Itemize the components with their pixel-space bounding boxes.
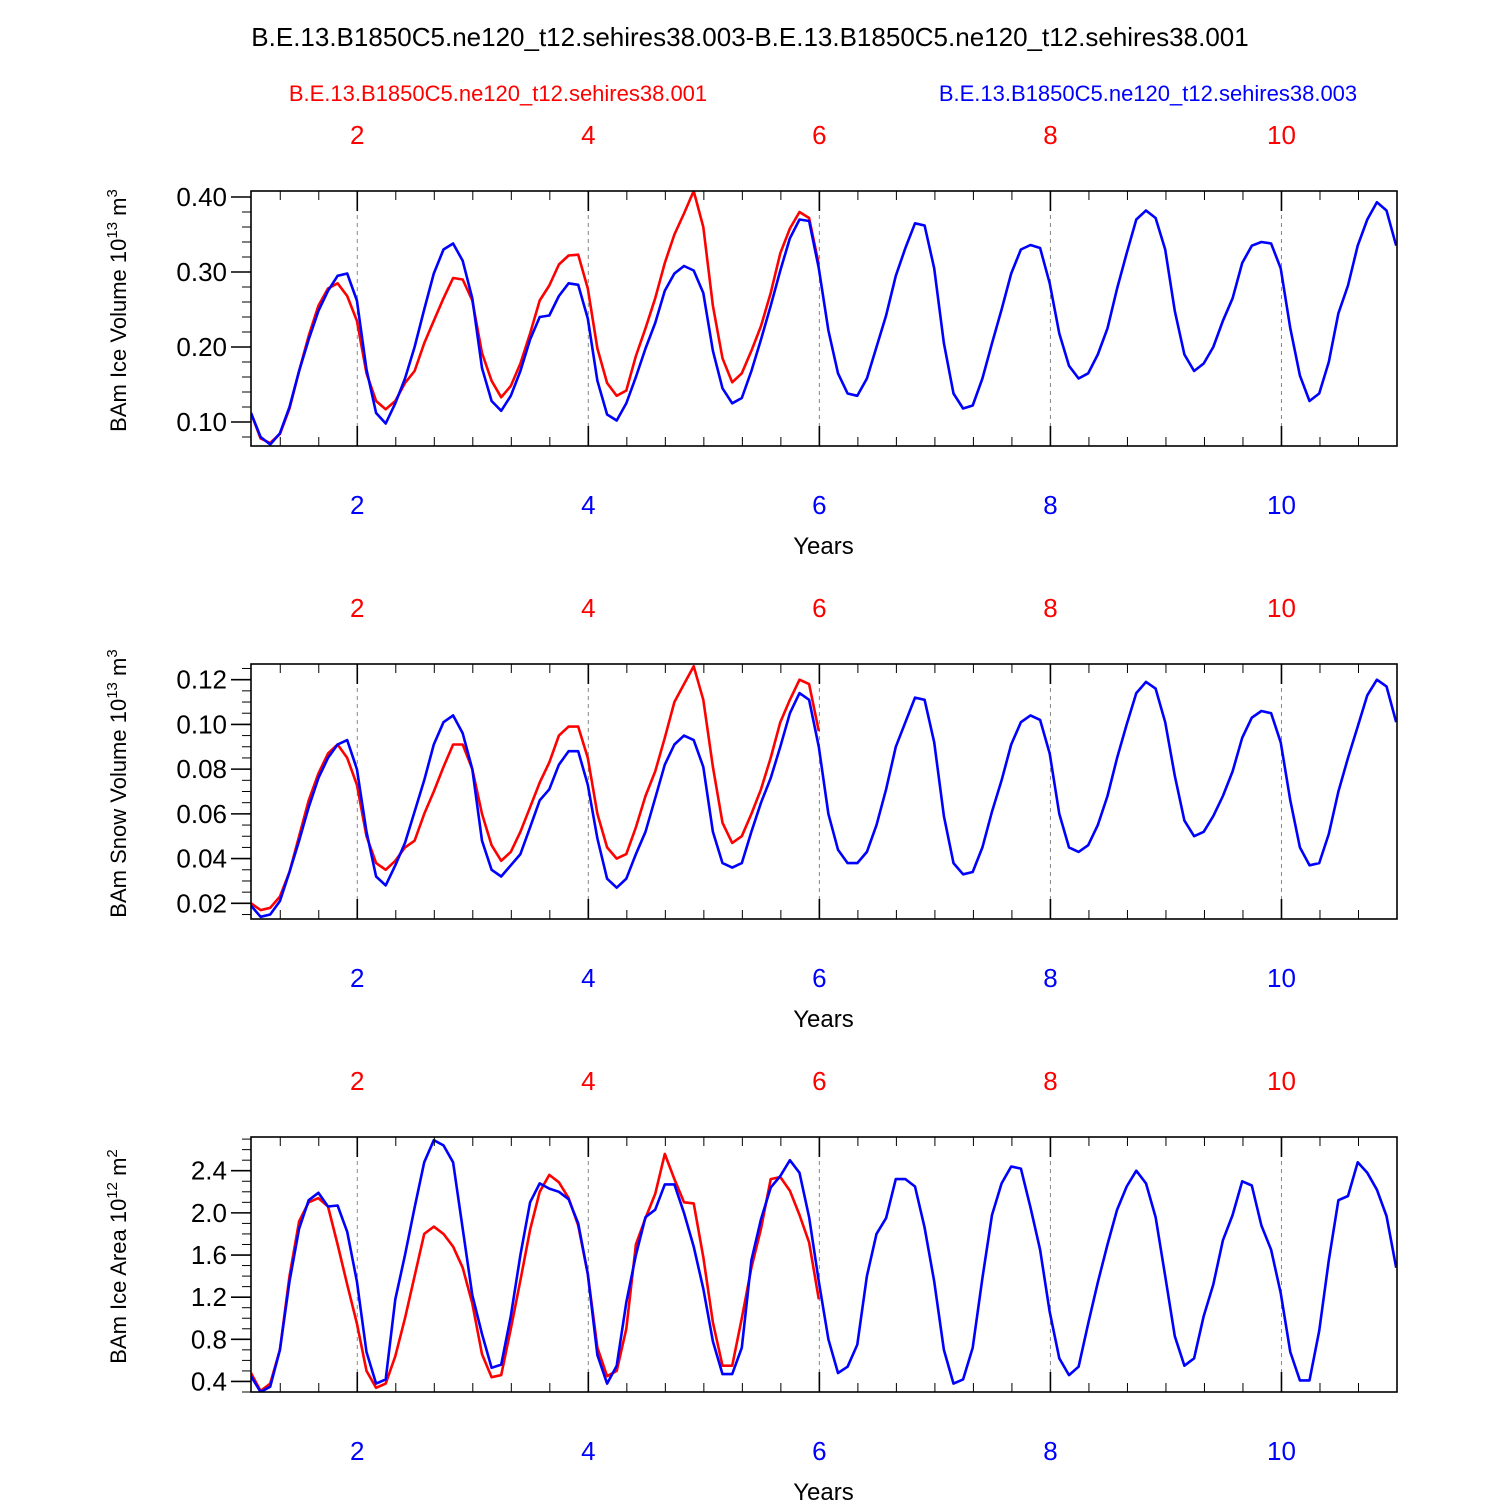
y-axis-label-main: BAm Ice Area 10 xyxy=(106,1199,131,1364)
x-axis-label: Years xyxy=(793,533,854,560)
x-tick-label-bottom: 6 xyxy=(812,490,826,520)
y-tick-label: 2.0 xyxy=(191,1198,227,1228)
x-tick-label-top: 10 xyxy=(1267,1066,1296,1096)
x-tick-label-bottom: 2 xyxy=(350,963,364,993)
y-axis-label-unit: m xyxy=(106,1158,131,1182)
series-line-run-003 xyxy=(251,200,1397,446)
y-tick-label: 0.08 xyxy=(176,754,227,784)
y-tick-label: 0.4 xyxy=(191,1366,227,1396)
series-line-run-003 xyxy=(251,678,1397,919)
x-tick-label-bottom: 10 xyxy=(1267,490,1296,520)
x-tick-label-bottom: 8 xyxy=(1043,490,1057,520)
y-axis-label-unit: m xyxy=(106,197,131,221)
plot-frame xyxy=(250,190,1398,447)
legend-run-001: B.E.13.B1850C5.ne120_t12.sehires38.001 xyxy=(289,81,707,106)
x-tick-label-top: 8 xyxy=(1043,593,1057,623)
x-tick-label-top: 4 xyxy=(581,1066,595,1096)
x-tick-label-top: 6 xyxy=(812,120,826,150)
plot-frame xyxy=(250,1136,1398,1393)
x-tick-label-top: 2 xyxy=(350,1066,364,1096)
x-tick-label-bottom: 2 xyxy=(350,490,364,520)
series-line-run-001 xyxy=(251,191,821,445)
y-tick-label: 0.40 xyxy=(176,182,227,212)
x-axis-label: Years xyxy=(793,1006,854,1033)
y-tick-label: 0.20 xyxy=(176,332,227,362)
series-line-run-001 xyxy=(251,664,821,912)
y-axis-label: BAm Ice Volume 1013 m3 xyxy=(104,189,131,432)
x-tick-label-bottom: 10 xyxy=(1267,1436,1296,1466)
y-tick-label: 1.6 xyxy=(191,1240,227,1270)
y-tick-label: 0.30 xyxy=(176,257,227,287)
panel-2: 0.02 0.04 0.06 0.08 0.10 0.12 2 2 4 4 6 6 8 8 10 10 Year… xyxy=(104,593,1398,1033)
y-axis-label-exp: 13 xyxy=(104,682,121,699)
x-tick-label-bottom: 4 xyxy=(581,1436,595,1466)
x-tick-label-bottom: 4 xyxy=(581,963,595,993)
series-line-run-003 xyxy=(251,1138,1397,1392)
x-tick-label-top: 8 xyxy=(1043,120,1057,150)
x-axis-label: Years xyxy=(793,1479,854,1500)
y-tick-label: 0.06 xyxy=(176,799,227,829)
x-tick-label-bottom: 2 xyxy=(350,1436,364,1466)
panels: 0.10 0.20 0.30 0.40 2 2 4 4 6 6 8 8 10 10 Years BAm Ice… xyxy=(104,120,1398,1500)
y-axis-label: BAm Ice Area 1012 m2 xyxy=(104,1149,131,1364)
series-line-run-001 xyxy=(251,1152,821,1392)
y-axis-label-exp: 13 xyxy=(104,222,121,239)
y-axis-label-exp: 12 xyxy=(104,1182,121,1199)
y-axis-label-unit: m xyxy=(106,658,131,682)
y-tick-label: 0.8 xyxy=(191,1324,227,1354)
x-tick-label-top: 2 xyxy=(350,120,364,150)
x-tick-label-top: 10 xyxy=(1267,593,1296,623)
legend-run-003: B.E.13.B1850C5.ne120_t12.sehires38.003 xyxy=(939,81,1357,106)
y-axis-label-unit-exp: 3 xyxy=(104,189,121,197)
y-tick-label: 0.10 xyxy=(176,709,227,739)
x-tick-label-top: 10 xyxy=(1267,120,1296,150)
x-tick-label-bottom: 8 xyxy=(1043,963,1057,993)
x-tick-label-top: 4 xyxy=(581,593,595,623)
y-tick-label: 2.4 xyxy=(191,1156,227,1186)
x-tick-label-top: 8 xyxy=(1043,1066,1057,1096)
x-tick-label-top: 6 xyxy=(812,1066,826,1096)
y-axis-label: BAm Snow Volume 1013 m3 xyxy=(104,649,131,917)
x-tick-label-top: 2 xyxy=(350,593,364,623)
panel-1: 0.10 0.20 0.30 0.40 2 2 4 4 6 6 8 8 10 10 Years BAm Ice… xyxy=(104,120,1398,560)
y-axis-label-unit-exp: 2 xyxy=(104,1149,121,1157)
x-tick-label-bottom: 10 xyxy=(1267,963,1296,993)
y-tick-label: 0.10 xyxy=(176,407,227,437)
x-tick-label-top: 4 xyxy=(581,120,595,150)
y-tick-label: 1.2 xyxy=(191,1282,227,1312)
x-tick-label-top: 6 xyxy=(812,593,826,623)
panel-3: 0.4 0.8 1.2 1.6 2.0 2.4 2 2 4 4 6 6 8 8 10 10 Years BAm I… xyxy=(104,1066,1398,1500)
y-tick-label: 0.04 xyxy=(176,844,227,874)
x-tick-label-bottom: 6 xyxy=(812,1436,826,1466)
y-tick-label: 0.12 xyxy=(176,665,227,695)
y-axis-label-main: BAm Ice Volume 10 xyxy=(106,239,131,432)
x-tick-label-bottom: 8 xyxy=(1043,1436,1057,1466)
y-axis-label-main: BAm Snow Volume 10 xyxy=(106,699,131,918)
figure-title: B.E.13.B1850C5.ne120_t12.sehires38.003-B… xyxy=(251,22,1248,52)
x-tick-label-bottom: 6 xyxy=(812,963,826,993)
y-axis-label-unit-exp: 3 xyxy=(104,649,121,657)
x-tick-label-bottom: 4 xyxy=(581,490,595,520)
y-tick-label: 0.02 xyxy=(176,888,227,918)
